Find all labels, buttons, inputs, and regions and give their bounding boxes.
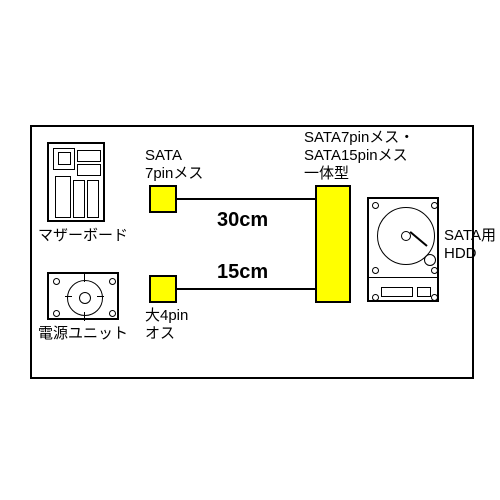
length-bottom: 15cm <box>217 261 268 284</box>
hdd-label-2: HDD <box>444 245 477 263</box>
big4-label-1: 大4pin <box>145 307 188 325</box>
sata7-connector <box>149 185 177 213</box>
sata7-label-1: SATA <box>145 147 182 165</box>
psu-icon <box>47 272 119 320</box>
motherboard-label: マザーボード <box>38 227 128 245</box>
big4-connector <box>149 275 177 303</box>
cable-top <box>177 198 317 200</box>
length-top: 30cm <box>217 209 268 232</box>
combo-connector <box>315 185 351 303</box>
sata7-label-2: 7pinメス <box>145 165 203 183</box>
psu-label: 電源ユニット <box>38 325 128 343</box>
motherboard-icon <box>47 142 105 222</box>
cable-bottom <box>177 288 317 290</box>
cable-diagram: マザーボード 電源ユニット SATA用 HDD <box>30 125 474 379</box>
big4-label-2: オス <box>145 325 175 343</box>
combo-label-2: SATA15pinメス <box>304 147 408 165</box>
combo-label-1: SATA7pinメス・ <box>304 129 414 147</box>
hdd-label-1: SATA用 <box>444 227 496 245</box>
combo-label-3: 一体型 <box>304 165 349 183</box>
hdd-icon <box>367 197 439 302</box>
